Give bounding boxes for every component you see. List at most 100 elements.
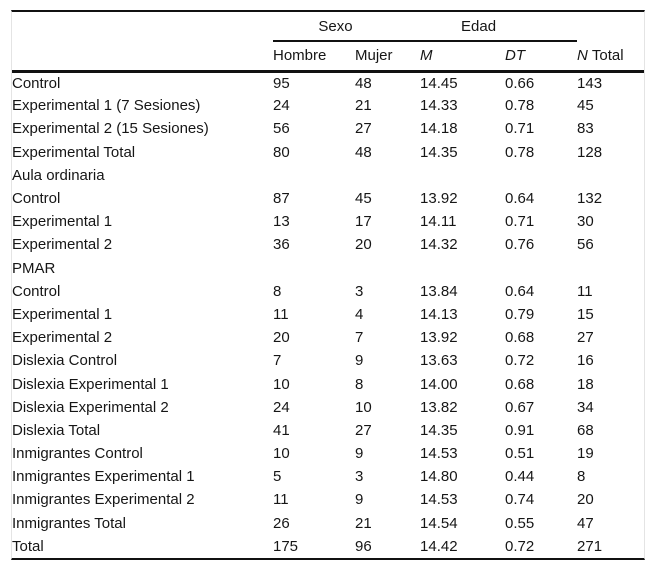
row-label: Total [12,537,44,555]
stats-table-frame: Sexo Edad Hombre Mujer M DT N Total Contr… [11,10,645,560]
row-label: Experimental 2 (15 Sesiones) [12,120,209,138]
cell-dt [505,164,577,187]
cell-hombre: 10 [273,375,290,393]
row-label: Dislexia Experimental 2 [12,398,169,416]
cell-hombre: 36 [273,236,290,254]
table-row: Dislexia Experimental 2 24 10 13.82 0.67… [12,396,644,419]
table-row: Control 8 3 13.84 0.64 11 [12,280,644,303]
cell-n-total: 18 [577,375,594,393]
row-label: Dislexia Control [12,352,118,370]
header-col-n-rest: Total [591,46,624,64]
table-row: Experimental 1 11 4 14.13 0.79 15 [12,303,644,326]
cell-media: 13.63 [420,352,458,370]
cell-n-total: 68 [577,421,594,439]
table-row: Experimental 1 (7 Sesiones) 24 21 14.33 … [12,94,644,117]
cell-dt: 0.76 [505,236,535,254]
cell-mujer: 8 [355,375,364,393]
table-body: Control 95 48 14.45 0.66 143 Experimenta… [12,71,644,558]
cell-mujer: 9 [355,445,364,463]
table-row: Dislexia Control 7 9 13.63 0.72 16 [12,349,644,372]
row-label: PMAR [12,259,56,277]
cell-mujer: 48 [355,74,372,92]
header-col-mujer: Mujer [355,41,421,73]
header-group-sexo: Sexo [273,12,421,42]
cell-dt: 0.68 [505,375,535,393]
cell-media: 14.18 [420,120,458,138]
table-row: Experimental 1 13 17 14.11 0.71 30 [12,210,644,233]
table-row: Experimental 2 (15 Sesiones) 56 27 14.18… [12,117,644,140]
cell-media: 13.92 [420,190,458,208]
cell-dt: 0.55 [505,514,535,532]
cell-hombre: 5 [273,468,282,486]
cell-n-total: 19 [577,445,594,463]
table-header: Sexo Edad Hombre Mujer M DT N Total [12,12,645,73]
table-row: Control 87 45 13.92 0.64 132 [12,187,644,210]
cell-media: 14.53 [420,491,458,509]
cell-n-total: 20 [577,491,594,509]
cell-n-total: 271 [577,537,603,555]
cell-mujer [355,164,420,187]
header-blank-cell [12,41,273,73]
cell-mujer: 96 [355,537,372,555]
cell-hombre: 20 [273,329,290,347]
cell-dt: 0.72 [505,537,535,555]
cell-dt: 0.68 [505,329,535,347]
row-label: Inmigrantes Control [12,445,143,463]
cell-media: 13.82 [420,398,458,416]
cell-mujer: 4 [355,305,364,323]
cell-hombre: 175 [273,537,299,555]
cell-dt: 0.64 [505,282,535,300]
table-row: Experimental 2 36 20 14.32 0.76 56 [12,233,644,256]
row-label: Control [12,74,61,92]
header-col-hombre: Hombre [273,41,355,73]
cell-mujer: 17 [355,213,372,231]
cell-n-total: 56 [577,236,594,254]
cell-mujer: 48 [355,143,372,161]
cell-dt: 0.44 [505,468,535,486]
table-row: Total 175 96 14.42 0.72 271 [12,535,644,558]
cell-media: 14.35 [420,143,458,161]
cell-n-total: 45 [577,97,594,115]
cell-mujer: 3 [355,282,364,300]
cell-media: 14.54 [420,514,458,532]
cell-dt: 0.67 [505,398,535,416]
cell-media: 14.53 [420,445,458,463]
row-label: Dislexia Total [12,421,101,439]
cell-hombre: 11 [273,305,289,323]
cell-hombre [273,257,355,280]
cell-media [420,164,505,187]
row-label: Inmigrantes Experimental 2 [12,491,195,509]
cell-media: 14.00 [420,375,458,393]
stats-table: Sexo Edad Hombre Mujer M DT N Total Contr… [12,12,645,558]
table-row: Aula ordinaria [12,164,644,187]
row-label: Experimental Total [12,143,136,161]
cell-mujer [355,257,420,280]
cell-dt: 0.78 [505,97,535,115]
row-label: Control [12,190,61,208]
cell-n-total: 47 [577,514,594,532]
row-label: Inmigrantes Experimental 1 [12,468,195,486]
cell-n-total: 11 [577,282,593,300]
cell-media: 14.45 [420,74,458,92]
cell-media: 14.33 [420,97,458,115]
cell-n-total: 34 [577,398,594,416]
cell-mujer: 10 [355,398,372,416]
cell-media [420,257,505,280]
header-col-n-italic: N [577,46,588,64]
cell-hombre: 87 [273,190,290,208]
cell-dt: 0.71 [505,120,535,138]
header-group-edad: Edad [420,12,578,42]
cell-mujer: 3 [355,468,364,486]
cell-mujer: 9 [355,491,364,509]
table-row: Dislexia Total 41 27 14.35 0.91 68 [12,419,644,442]
cell-hombre: 13 [273,213,290,231]
table-row: PMAR [12,257,644,280]
cell-dt: 0.64 [505,190,535,208]
cell-media: 14.32 [420,236,458,254]
header-col-dt: DT [505,41,578,73]
table-row: Inmigrantes Total 26 21 14.54 0.55 47 [12,512,644,535]
cell-media: 13.84 [420,282,458,300]
cell-n-total: 83 [577,120,594,138]
header-group-row: Sexo Edad [12,12,644,42]
table-row: Inmigrantes Experimental 2 11 9 14.53 0.… [12,488,644,511]
